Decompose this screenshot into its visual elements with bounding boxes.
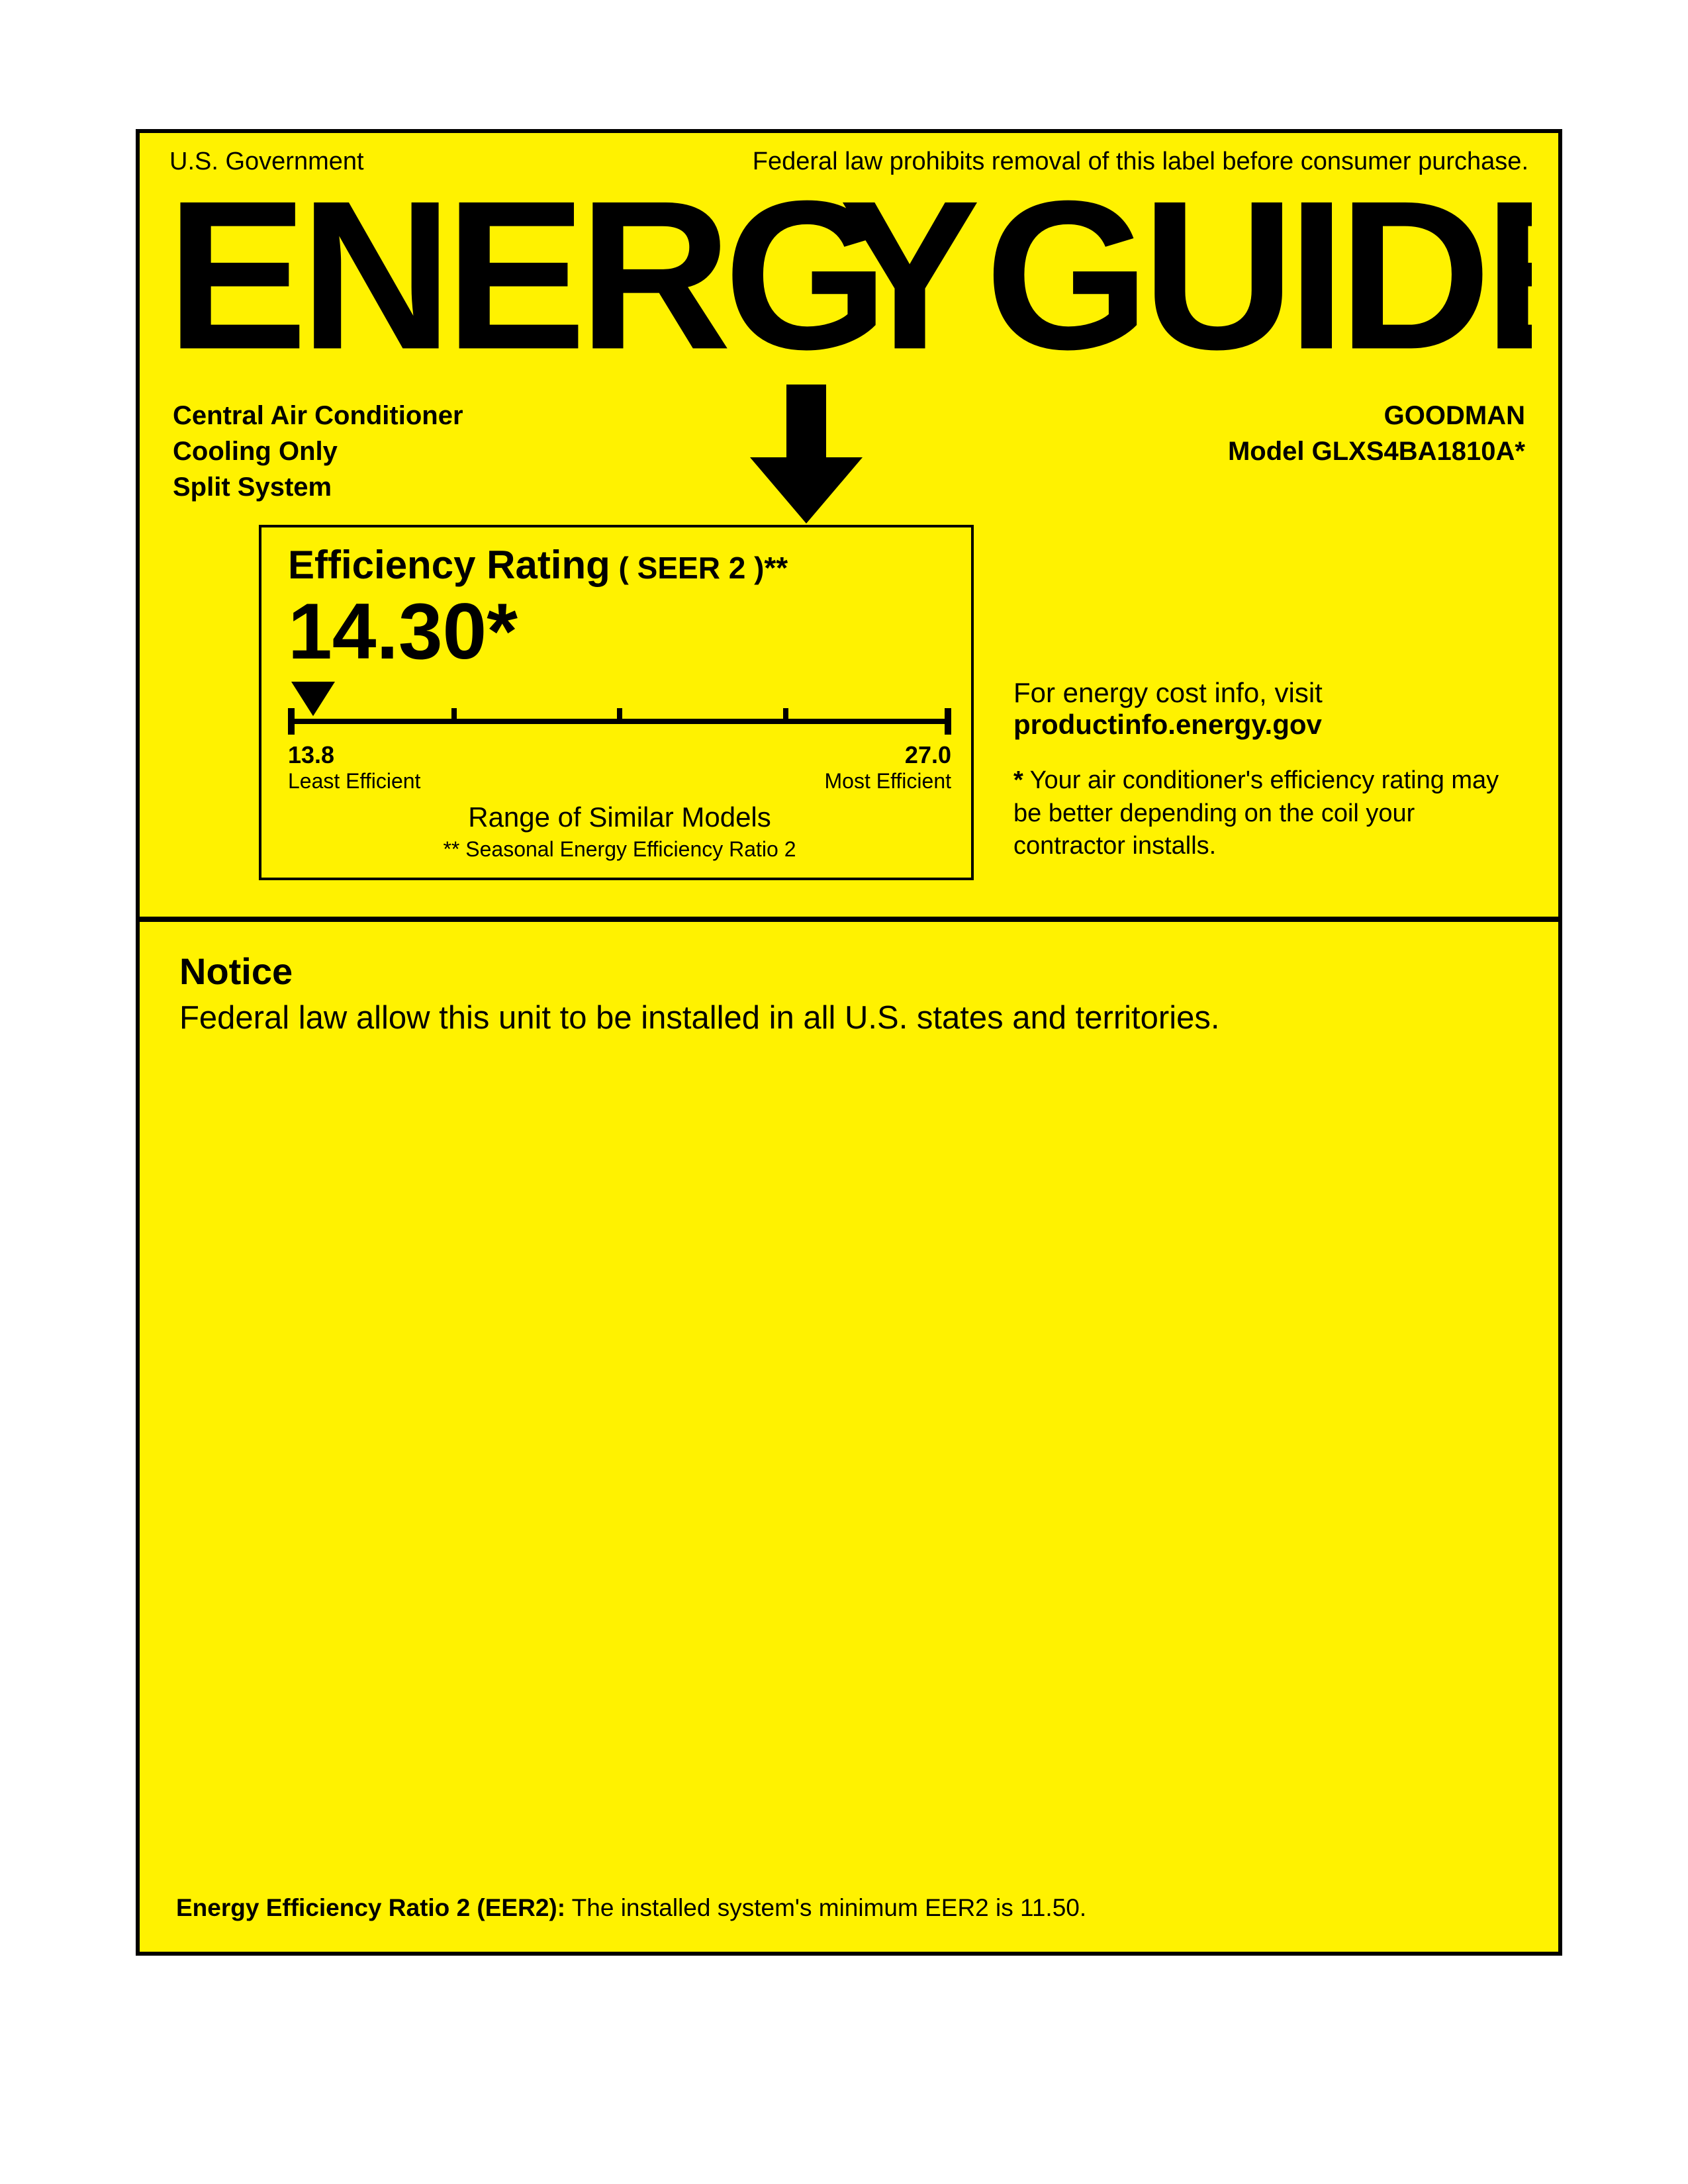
scale-min-label: Least Efficient	[288, 769, 420, 794]
side-note: * Your air conditioner's efficiency rati…	[1013, 764, 1519, 862]
cost-info-url: productinfo.energy.gov	[1013, 709, 1519, 741]
product-type-line2: Cooling Only	[173, 433, 463, 469]
scale-min: 13.8	[288, 741, 334, 769]
rating-row: Efficiency Rating ( SEER 2 )** 14.30* 13…	[140, 505, 1558, 880]
cost-info-line: For energy cost info, visit	[1013, 677, 1519, 709]
notice-text: Federal law allow this unit to be instal…	[179, 999, 1519, 1036]
notice-section: Notice Federal law allow this unit to be…	[140, 922, 1558, 1064]
section-divider	[140, 917, 1558, 922]
header-left: U.S. Government	[169, 148, 364, 176]
model: Model GLXS4BA1810A*	[1228, 433, 1525, 469]
scale-sublabels: Least Efficient Most Efficient	[288, 769, 951, 794]
product-type-line3: Split System	[173, 469, 463, 505]
scale-max-label: Most Efficient	[825, 769, 951, 794]
scale-max: 27.0	[905, 741, 951, 769]
svg-text:GUIDE: GUIDE	[985, 183, 1532, 388]
header-right: Federal law prohibits removal of this la…	[753, 148, 1528, 176]
side-info: For energy cost info, visit productinfo.…	[1013, 525, 1519, 862]
range-subtitle: ** Seasonal Energy Efficiency Ratio 2	[288, 837, 951, 862]
product-model: GOODMAN Model GLXS4BA1810A*	[1228, 398, 1525, 505]
header-row: U.S. Government Federal law prohibits re…	[140, 133, 1558, 176]
product-type: Central Air Conditioner Cooling Only Spl…	[173, 398, 463, 505]
scale-tick	[783, 708, 788, 724]
scale-endcap-right	[945, 708, 951, 735]
svg-text:Y: Y	[839, 183, 980, 388]
arrow-down-icon	[750, 385, 863, 530]
rating-value: 14.30*	[288, 592, 951, 671]
footer-eer: Energy Efficiency Ratio 2 (EER2): The in…	[176, 1894, 1086, 1922]
scale-pointer-icon	[291, 682, 335, 719]
scale-tick	[617, 708, 622, 724]
svg-text:ENERG: ENERG	[166, 183, 881, 388]
brand: GOODMAN	[1228, 398, 1525, 433]
product-type-line1: Central Air Conditioner	[173, 398, 463, 433]
scale-labels: 13.8 27.0	[288, 741, 951, 769]
efficiency-rating-box: Efficiency Rating ( SEER 2 )** 14.30* 13…	[259, 525, 974, 880]
rating-title: Efficiency Rating ( SEER 2 )**	[288, 542, 951, 588]
product-info-row: Central Air Conditioner Cooling Only Spl…	[140, 398, 1558, 505]
efficiency-scale	[288, 682, 951, 741]
scale-tick	[451, 708, 457, 724]
range-title: Range of Similar Models	[288, 801, 951, 833]
energy-guide-label: U.S. Government Federal law prohibits re…	[136, 129, 1562, 1956]
notice-title: Notice	[179, 950, 1519, 993]
energyguide-logo: ENERG Y GUIDE	[140, 176, 1558, 391]
